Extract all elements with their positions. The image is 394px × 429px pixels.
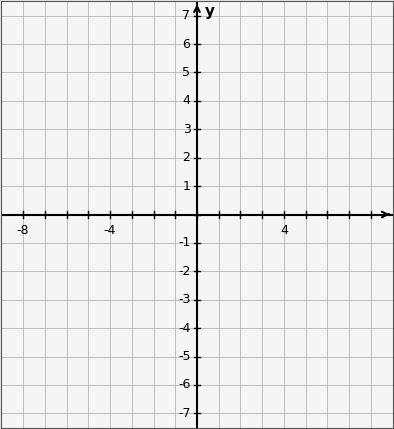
- Text: 4: 4: [182, 94, 190, 107]
- Text: -4: -4: [178, 322, 190, 335]
- Text: -3: -3: [178, 293, 190, 306]
- Text: 4: 4: [280, 224, 288, 237]
- Text: y: y: [204, 4, 215, 19]
- Text: -2: -2: [178, 265, 190, 278]
- Text: 2: 2: [182, 151, 190, 164]
- Text: -6: -6: [178, 378, 190, 392]
- Text: -5: -5: [178, 350, 190, 363]
- Text: 5: 5: [182, 66, 190, 79]
- Text: -1: -1: [178, 236, 190, 249]
- Text: -8: -8: [17, 224, 30, 237]
- Text: 7: 7: [182, 9, 190, 22]
- Text: 1: 1: [182, 180, 190, 193]
- Text: 6: 6: [182, 37, 190, 51]
- Text: -4: -4: [104, 224, 116, 237]
- Text: 3: 3: [182, 123, 190, 136]
- Text: -7: -7: [178, 407, 190, 420]
